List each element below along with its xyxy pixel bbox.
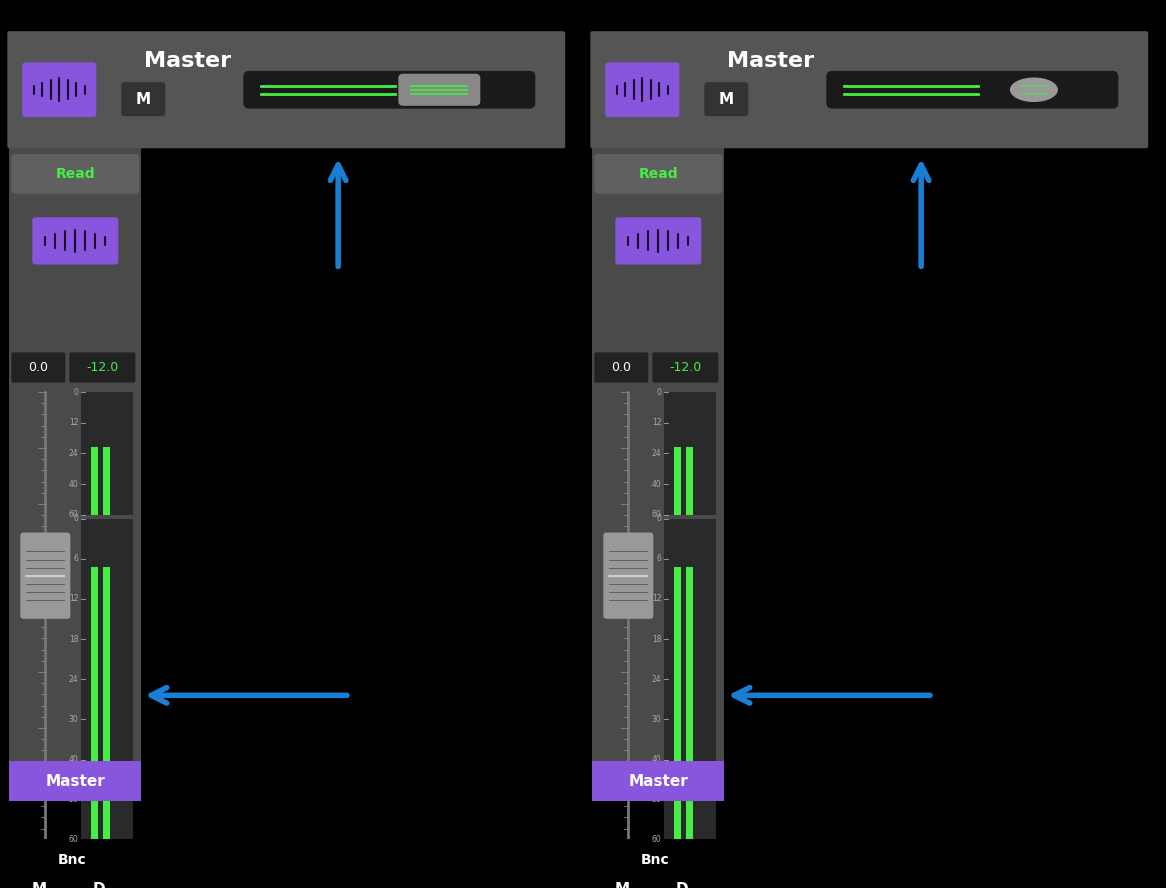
FancyBboxPatch shape <box>12 154 139 194</box>
FancyBboxPatch shape <box>33 218 118 265</box>
FancyBboxPatch shape <box>7 31 566 148</box>
Text: 24: 24 <box>69 675 78 684</box>
Text: M: M <box>718 91 733 107</box>
Text: 24: 24 <box>652 449 661 458</box>
Text: 60: 60 <box>69 511 78 519</box>
FancyBboxPatch shape <box>605 62 680 117</box>
Text: 50: 50 <box>652 796 661 805</box>
FancyBboxPatch shape <box>590 31 1149 148</box>
Ellipse shape <box>1010 77 1058 102</box>
Text: M: M <box>31 883 47 888</box>
FancyBboxPatch shape <box>593 875 652 888</box>
Text: 40: 40 <box>652 755 661 764</box>
FancyBboxPatch shape <box>22 62 97 117</box>
FancyBboxPatch shape <box>34 844 111 875</box>
FancyBboxPatch shape <box>704 83 749 116</box>
Bar <box>91 448 98 515</box>
Text: 30: 30 <box>69 715 78 724</box>
Text: Bnc: Bnc <box>641 852 669 867</box>
Text: D: D <box>676 883 689 888</box>
FancyBboxPatch shape <box>665 519 716 840</box>
FancyBboxPatch shape <box>652 353 718 383</box>
Text: 18: 18 <box>652 635 661 644</box>
Bar <box>687 448 694 515</box>
FancyBboxPatch shape <box>827 71 1118 108</box>
Text: 0: 0 <box>73 514 78 523</box>
Text: M: M <box>135 91 150 107</box>
Bar <box>104 567 111 840</box>
FancyBboxPatch shape <box>653 875 711 888</box>
FancyBboxPatch shape <box>121 83 166 116</box>
Bar <box>674 448 681 515</box>
FancyBboxPatch shape <box>9 147 141 801</box>
Text: 60: 60 <box>652 511 661 519</box>
Text: 12: 12 <box>69 418 78 427</box>
FancyBboxPatch shape <box>603 533 653 619</box>
FancyBboxPatch shape <box>399 74 480 106</box>
Text: 40: 40 <box>652 480 661 488</box>
Text: -12.0: -12.0 <box>86 361 119 374</box>
Text: Master: Master <box>628 773 688 789</box>
Text: 24: 24 <box>69 449 78 458</box>
Bar <box>687 567 694 840</box>
Text: 12: 12 <box>652 594 661 604</box>
Text: 0: 0 <box>656 514 661 523</box>
FancyBboxPatch shape <box>595 353 648 383</box>
Text: Bnc: Bnc <box>58 852 86 867</box>
FancyBboxPatch shape <box>9 761 141 801</box>
Text: 18: 18 <box>69 635 78 644</box>
FancyBboxPatch shape <box>69 353 135 383</box>
Text: Read: Read <box>639 167 679 181</box>
Text: 24: 24 <box>652 675 661 684</box>
Text: Master: Master <box>145 52 232 71</box>
FancyBboxPatch shape <box>20 533 70 619</box>
FancyBboxPatch shape <box>244 71 535 108</box>
Bar <box>91 567 98 840</box>
FancyBboxPatch shape <box>592 147 724 801</box>
Text: 6: 6 <box>73 554 78 563</box>
Text: 12: 12 <box>652 418 661 427</box>
Text: D: D <box>93 883 106 888</box>
Text: 0.0: 0.0 <box>28 361 48 374</box>
Text: 50: 50 <box>69 796 78 805</box>
Text: 60: 60 <box>652 836 661 844</box>
Text: 0.0: 0.0 <box>611 361 631 374</box>
Text: 30: 30 <box>652 715 661 724</box>
Text: 6: 6 <box>656 554 661 563</box>
FancyBboxPatch shape <box>82 519 133 840</box>
FancyBboxPatch shape <box>617 844 694 875</box>
FancyBboxPatch shape <box>10 875 69 888</box>
Text: 0: 0 <box>73 387 78 397</box>
Text: Master: Master <box>45 773 105 789</box>
Text: 0: 0 <box>656 387 661 397</box>
Text: 40: 40 <box>69 480 78 488</box>
FancyBboxPatch shape <box>592 761 724 801</box>
FancyBboxPatch shape <box>12 353 65 383</box>
Text: 40: 40 <box>69 755 78 764</box>
Text: Read: Read <box>56 167 96 181</box>
FancyBboxPatch shape <box>616 218 701 265</box>
Bar <box>104 448 111 515</box>
Text: M: M <box>614 883 630 888</box>
Text: -12.0: -12.0 <box>669 361 702 374</box>
Bar <box>674 567 681 840</box>
Text: 12: 12 <box>69 594 78 604</box>
FancyBboxPatch shape <box>595 154 722 194</box>
FancyBboxPatch shape <box>82 392 133 515</box>
FancyBboxPatch shape <box>665 392 716 515</box>
Text: Master: Master <box>728 52 815 71</box>
FancyBboxPatch shape <box>70 875 128 888</box>
Text: 60: 60 <box>69 836 78 844</box>
